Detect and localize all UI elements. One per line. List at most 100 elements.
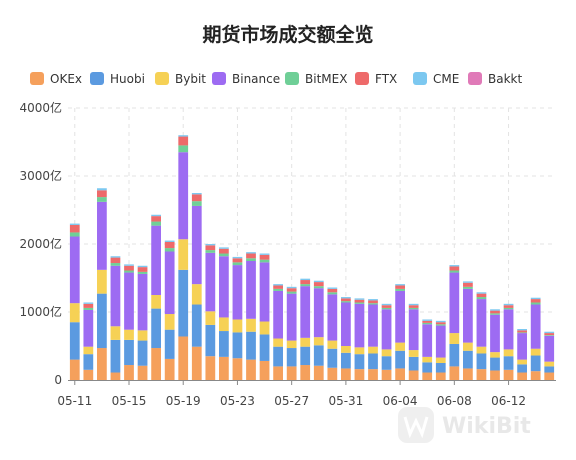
bar-segment-okex (124, 365, 134, 380)
bar-segment-ftx (286, 288, 297, 292)
bar-segment-bitmex (110, 263, 121, 266)
bar-segment-bybit (69, 303, 80, 323)
bar-segment-binance (395, 290, 405, 343)
legend-item-huobi[interactable]: Huobi (90, 72, 145, 86)
bar-segment-cme (137, 265, 148, 268)
legend-item-bitmex[interactable]: BitMEX (285, 72, 347, 86)
bar-stack-05-14 (110, 256, 121, 380)
bar-segment-huobi (97, 293, 107, 349)
y-tick-label: 4000亿 (19, 100, 62, 115)
bar-segment-okex (273, 366, 283, 380)
bar-segment-okex (517, 372, 527, 380)
bar-segment-cme (151, 214, 161, 217)
bar-segment-okex (83, 369, 94, 380)
bar-segment-cme (110, 256, 121, 258)
legend-item-bybit[interactable]: Bybit (155, 72, 206, 86)
bar-segment-cme (232, 256, 243, 259)
x-tick-label: 05-15 (112, 394, 147, 408)
bar-segment-bybit (124, 329, 134, 340)
bar-segment-binance (219, 256, 229, 318)
bar-segment-ftx (449, 266, 460, 271)
bar-segment-binance (544, 335, 555, 362)
legend-swatch (468, 72, 482, 85)
bar-stack-05-13 (97, 188, 107, 380)
bar-stack-05-25 (259, 253, 270, 380)
bar-segment-ftx (435, 322, 446, 325)
bar-segment-bybit (408, 350, 419, 357)
bar-segment-bitmex (151, 221, 161, 226)
bar-stack-06-11 (490, 309, 500, 380)
bar-segment-huobi (232, 332, 243, 359)
legend-item-cme[interactable]: CME (413, 72, 459, 86)
y-tick-label: 2000亿 (19, 236, 62, 251)
bar-stack-05-18 (164, 240, 175, 380)
legend-swatch (355, 72, 369, 85)
bar-segment-bitmex (327, 292, 338, 295)
bar-segment-bitmex (97, 197, 107, 202)
bar-segment-binance (354, 303, 365, 348)
bar-segment-ftx (476, 293, 487, 298)
bar-stack-05-11 (69, 223, 80, 380)
bar-stack-05-31 (341, 297, 351, 380)
bar-segment-ftx (273, 285, 283, 289)
bar-segment-bitmex (137, 271, 148, 274)
bar-segment-huobi (490, 357, 500, 371)
bar-segment-okex (205, 356, 216, 380)
bar-segment-bybit (97, 269, 107, 294)
x-tick-label: 05-19 (166, 394, 201, 408)
bar-segment-bybit (327, 340, 338, 349)
bar-segment-bybit (544, 361, 555, 367)
bar-segment-okex (219, 356, 229, 380)
legend-label: OKEx (50, 72, 82, 86)
bar-segment-okex (300, 365, 311, 380)
bar-segment-binance (341, 302, 351, 346)
legend-item-ftx[interactable]: FTX (355, 72, 397, 86)
bar-segment-cme (530, 297, 541, 300)
bar-segment-huobi (327, 348, 338, 368)
bar-segment-huobi (435, 363, 446, 373)
watermark-text: WikiBit (442, 414, 531, 439)
bar-stack-05-30 (327, 287, 338, 380)
bar-segment-bybit (449, 333, 460, 344)
bar-segment-cme (490, 309, 500, 311)
bar-segment-binance (151, 225, 161, 295)
legend-item-okex[interactable]: OKEx (30, 72, 82, 86)
y-tick-label: 3000亿 (19, 168, 62, 183)
bar-segment-cme (205, 244, 216, 246)
bar-segment-binance (273, 290, 283, 339)
bar-stack-05-17 (151, 214, 161, 380)
bar-segment-huobi (368, 353, 378, 370)
bar-segment-cme (368, 299, 378, 301)
bar-segment-okex (368, 369, 378, 380)
bar-segment-ftx (327, 288, 338, 293)
bar-segment-bitmex (449, 270, 460, 273)
bar-segment-binance (246, 261, 256, 319)
bar-segment-cme (164, 240, 175, 242)
bar-segment-okex (178, 336, 189, 380)
bar-stack-06-03 (381, 303, 392, 380)
bar-segment-huobi (151, 308, 161, 349)
bar-segment-bitmex (205, 250, 216, 253)
bar-stack-06-04 (395, 284, 405, 380)
legend-item-binance[interactable]: Binance (212, 72, 280, 86)
bar-segment-huobi (286, 348, 297, 367)
bar-segment-bybit (246, 318, 256, 332)
bar-segment-cme (300, 278, 311, 281)
legend-item-bakkt[interactable]: Bakkt (468, 72, 522, 86)
bar-stack-06-07 (435, 320, 446, 380)
bar-stack-06-05 (408, 303, 419, 380)
bar-stack-05-28 (300, 278, 311, 380)
bar-segment-binance (381, 309, 392, 350)
bar-segment-cme (97, 188, 107, 191)
bar-segment-huobi (300, 346, 311, 366)
bar-segment-cme (544, 331, 555, 334)
legend-swatch (413, 72, 427, 85)
bar-segment-bitmex (246, 258, 256, 261)
bar-segment-binance (476, 299, 487, 347)
bar-segment-bybit (313, 337, 324, 346)
bar-segment-bybit (205, 311, 216, 325)
bar-segment-huobi (530, 355, 541, 372)
x-tick-label: 05-31 (328, 394, 363, 408)
bar-segment-bybit (422, 356, 433, 363)
bar-segment-ftx (151, 216, 161, 222)
